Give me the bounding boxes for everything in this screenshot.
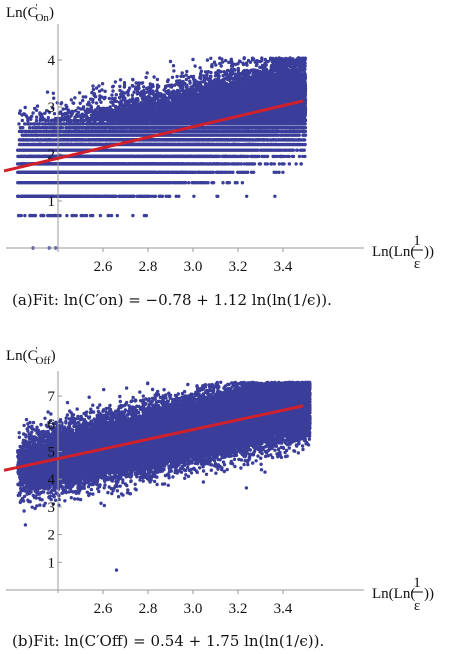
x-tick-label: 3.0 <box>184 259 203 275</box>
x-ticks-a: 2.6 2.8 3.0 3.2 3.4 <box>94 248 293 275</box>
x-tick-label: 2.6 <box>94 601 113 617</box>
y-ticks-a: 1 2 3 4 <box>48 53 62 210</box>
x-tick-label: 3.4 <box>274 601 293 617</box>
scatter-points-b <box>16 380 312 572</box>
svg-text:ε: ε <box>414 256 420 272</box>
y-tick-label: 4 <box>48 472 56 488</box>
y-tick-label: 3 <box>48 500 56 516</box>
fit-line-a <box>3 99 304 173</box>
scatter-point-cloud <box>15 56 308 250</box>
y-tick-label: 2 <box>48 528 56 544</box>
y-tick-label: 1 <box>48 194 56 210</box>
x-tick-label: 3.0 <box>184 601 203 617</box>
y-tick-label: 1 <box>48 555 56 571</box>
svg-text:Ln(Ln(: Ln(Ln( <box>372 244 415 260</box>
y-axis-label-b: Ln(C' Off) <box>6 346 56 367</box>
svg-text:Ln(Ln(: Ln(Ln( <box>372 586 415 602</box>
scatter-points-a <box>15 56 308 250</box>
svg-text:1: 1 <box>413 233 421 249</box>
x-axis-label-a: Ln(Ln( 1 ε )) <box>372 233 434 272</box>
x-tick-label: 3.2 <box>229 601 248 617</box>
caption-b: (b)Fit: ln(C′Off) = 0.54 + 1.75 ln(ln(1/… <box>12 632 324 650</box>
y-axis-label-a: Ln(C' On) <box>6 3 54 24</box>
x-tick-label: 2.6 <box>94 259 113 275</box>
svg-text:1: 1 <box>413 575 421 591</box>
x-tick-label: 3.2 <box>229 259 248 275</box>
x-tick-label: 2.8 <box>139 601 158 617</box>
chart-a: 2.6 2.8 3.0 3.2 3.4 1 2 3 4 Ln(C' On) Ln(Ln( 1 ε… <box>3 3 434 309</box>
chart-b: 2.6 2.8 3.0 3.2 3.4 1 2 3 4 5 6 7 Ln(C' Off) Ln(Ln(… <box>3 346 434 650</box>
svg-text:)): )) <box>424 586 434 602</box>
x-ticks-b: 2.6 2.8 3.0 3.2 3.4 <box>94 590 293 617</box>
scatter-point-cloud <box>16 380 312 572</box>
y-tick-label: 6 <box>48 417 56 433</box>
y-tick-label: 5 <box>48 445 56 461</box>
fit-line-b <box>3 404 304 472</box>
x-axis-label-b: Ln(Ln( 1 ε )) <box>372 575 434 614</box>
y-tick-label: 2 <box>48 147 56 163</box>
y-ticks-b: 1 2 3 4 5 6 7 <box>48 389 62 571</box>
y-tick-label: 4 <box>48 53 56 69</box>
svg-text:)): )) <box>424 244 434 260</box>
y-tick-label: 7 <box>48 389 56 405</box>
svg-text:ε: ε <box>414 598 420 614</box>
x-tick-label: 2.8 <box>139 259 158 275</box>
y-tick-label: 3 <box>48 100 56 116</box>
caption-a: (a)Fit: ln(C′on) = −0.78 + 1.12 ln(ln(1/… <box>12 291 332 309</box>
x-tick-label: 3.4 <box>274 259 293 275</box>
